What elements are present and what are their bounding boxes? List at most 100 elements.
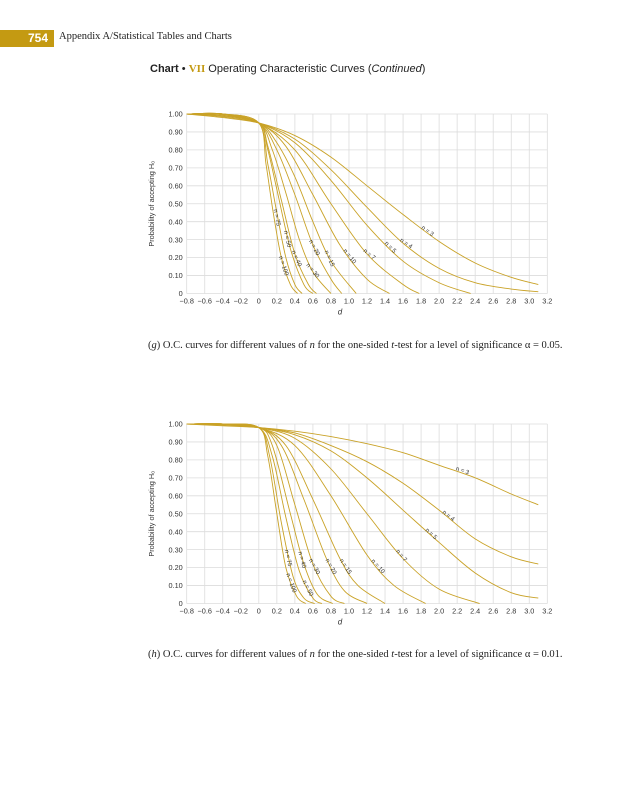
running-head: Appendix A/Statistical Tables and Charts: [59, 31, 232, 42]
x-tick-label: −0.8: [179, 607, 193, 616]
x-tick-label: −0.2: [234, 607, 248, 616]
x-tick-label: 1.0: [344, 607, 354, 616]
caption-part: for the one-sided: [314, 340, 392, 351]
y-tick-label: 0.80: [168, 146, 182, 155]
caption-part: for the one-sided: [314, 649, 392, 660]
y-tick-label: 0.90: [168, 438, 182, 447]
x-tick-label: 1.4: [380, 297, 390, 306]
chart-title: Chart • VII Operating Characteristic Cur…: [150, 63, 425, 75]
caption-part: O.C. curves for different values of: [162, 340, 310, 351]
y-tick-label: 0.90: [168, 128, 182, 137]
title-close: ): [421, 63, 426, 75]
title-italic: Continued: [371, 63, 422, 75]
caption-part: -test for a level of significance α = 0.…: [394, 649, 563, 660]
x-tick-label: 1.4: [380, 607, 390, 616]
curve-label: n = 50: [301, 580, 314, 598]
x-tick-label: 1.8: [416, 607, 426, 616]
x-tick-label: 0.6: [308, 297, 318, 306]
x-tick-label: 0.8: [326, 607, 336, 616]
caption-letter: g: [151, 340, 157, 351]
y-tick-label: 0: [179, 599, 183, 608]
curve-label: n = 3: [420, 225, 435, 238]
x-tick-label: 3.0: [524, 297, 534, 306]
x-tick-label: 1.0: [344, 297, 354, 306]
y-tick-label: 0.20: [168, 253, 182, 262]
x-axis-label: d: [338, 618, 343, 627]
x-tick-label: 2.2: [452, 607, 462, 616]
curve-label: n = 15: [323, 250, 336, 268]
y-tick-label: 0.30: [168, 545, 182, 554]
oc-curve: [186, 423, 539, 565]
x-tick-label: 2.8: [506, 607, 516, 616]
y-tick-label: 0.70: [168, 473, 182, 482]
curve-label: n = 30: [307, 558, 321, 576]
curve-label: n = 15: [338, 558, 353, 576]
x-tick-label: 2.0: [434, 607, 444, 616]
caption-part: n: [309, 340, 315, 351]
x-tick-label: 0: [257, 607, 261, 616]
x-tick-label: 1.6: [398, 607, 408, 616]
x-tick-label: 0.4: [290, 297, 300, 306]
caption-part: -test for a level of significance α = 0.…: [394, 340, 563, 351]
caption-h: (h) O.C. curves for different values of …: [148, 649, 563, 660]
x-tick-label: 2.6: [488, 297, 498, 306]
y-tick-label: 0.20: [168, 563, 182, 572]
oc-curve: [186, 113, 420, 294]
oc-curve: [186, 423, 306, 604]
curve-label: n = 75: [272, 209, 281, 227]
x-tick-label: 3.2: [542, 297, 552, 306]
y-axis-label: Probability of accepting H₀: [147, 471, 156, 557]
x-tick-label: 0.2: [272, 297, 282, 306]
oc-curve: [186, 112, 298, 294]
x-tick-label: 1.6: [398, 297, 408, 306]
x-tick-label: 2.0: [434, 297, 444, 306]
curve-label: n = 40: [290, 250, 303, 268]
y-tick-label: 0.30: [168, 235, 182, 244]
y-tick-label: 0.10: [168, 271, 182, 280]
y-tick-label: 0.60: [168, 181, 182, 190]
x-tick-label: 2.4: [470, 297, 480, 306]
x-tick-label: 0: [257, 297, 261, 306]
x-tick-label: 0.4: [290, 607, 300, 616]
oc-chart-g: −0.8 −0.6 −0.4 −0.2 0 0.2 0.4 0.6 0.8 1.0 1.2 1.4 1.…: [147, 110, 552, 317]
y-tick-label: 0.10: [168, 581, 182, 590]
y-axis-label: Probability of accepting H₀: [147, 161, 156, 247]
x-tick-label: 2.6: [488, 607, 498, 616]
x-tick-label: 0.8: [326, 297, 336, 306]
y-tick-label: 1.00: [168, 110, 182, 119]
x-tick-label: −0.4: [216, 607, 230, 616]
curve-label: n = 30: [304, 263, 320, 280]
curve-label: n = 20: [324, 558, 338, 576]
curve-label: n = 40: [296, 551, 306, 569]
x-tick-label: 2.2: [452, 297, 462, 306]
x-tick-label: −0.8: [179, 297, 193, 306]
x-tick-label: 1.2: [362, 297, 372, 306]
x-tick-label: 3.0: [524, 607, 534, 616]
caption-letter: h: [151, 649, 157, 660]
x-tick-label: 3.2: [542, 607, 552, 616]
oc-curve: [186, 423, 539, 599]
oc-curve: [186, 423, 539, 506]
y-tick-label: 0.40: [168, 527, 182, 536]
oc-curve: [186, 113, 390, 294]
curve-label: n = 7: [362, 248, 377, 262]
x-tick-label: 1.8: [416, 297, 426, 306]
curve-label: n = 3: [455, 466, 470, 476]
y-tick-label: 0.80: [168, 456, 182, 465]
x-tick-label: 2.4: [470, 607, 480, 616]
x-axis-label: d: [338, 308, 343, 317]
oc-chart-h: −0.8 −0.6 −0.4 −0.2 0 0.2 0.4 0.6 0.8 1.0 1.2 1.4 1.…: [147, 420, 552, 627]
curve-label: n = 100: [277, 256, 289, 278]
caption-g: (g) O.C. curves for different values of …: [148, 340, 563, 351]
caption-part: t: [391, 340, 395, 351]
curve-label: n = 20: [307, 239, 320, 257]
curve-label: n = 10: [370, 558, 386, 575]
caption-part: t: [391, 649, 395, 660]
y-tick-label: 0.50: [168, 199, 182, 208]
x-tick-label: 0.2: [272, 607, 282, 616]
x-tick-label: −0.2: [234, 297, 248, 306]
caption-part: n: [309, 649, 315, 660]
x-tick-label: −0.4: [216, 297, 230, 306]
title-bullet: •: [181, 63, 186, 75]
curve-label: n = 75: [283, 549, 293, 567]
